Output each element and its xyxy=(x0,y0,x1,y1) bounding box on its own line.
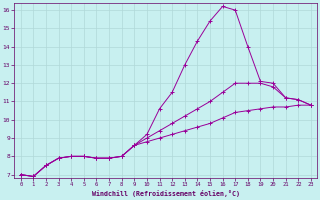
X-axis label: Windchill (Refroidissement éolien,°C): Windchill (Refroidissement éolien,°C) xyxy=(92,190,240,197)
